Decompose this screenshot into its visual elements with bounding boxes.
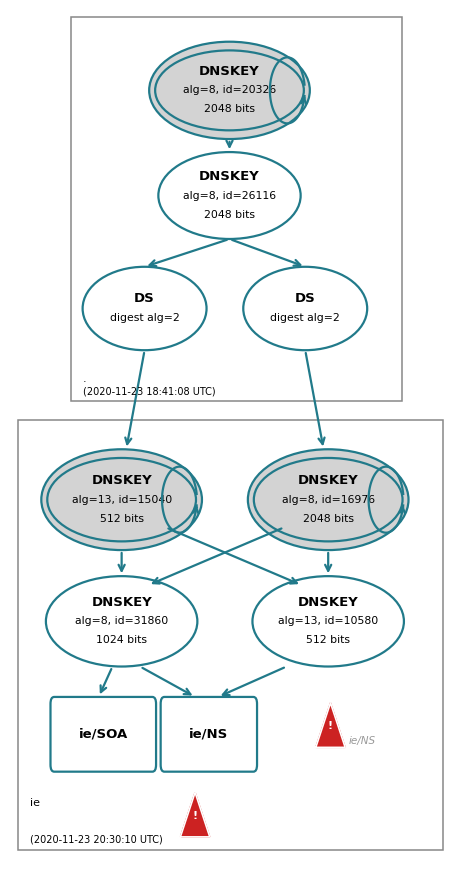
Ellipse shape	[41, 449, 202, 550]
Text: DNSKEY: DNSKEY	[91, 596, 152, 608]
Text: DS: DS	[295, 293, 316, 305]
FancyBboxPatch shape	[50, 697, 156, 772]
Text: 512 bits: 512 bits	[100, 514, 144, 524]
Text: ie/NS: ie/NS	[349, 736, 376, 746]
Bar	[18, 420, 443, 850]
Ellipse shape	[149, 42, 310, 139]
Bar	[71, 17, 402, 401]
Text: alg=13, id=15040: alg=13, id=15040	[72, 494, 172, 505]
Text: 1024 bits: 1024 bits	[96, 635, 147, 646]
Text: DNSKEY: DNSKEY	[298, 596, 358, 608]
Text: alg=8, id=31860: alg=8, id=31860	[75, 616, 168, 627]
Ellipse shape	[243, 267, 367, 350]
Text: DNSKEY: DNSKEY	[199, 170, 260, 182]
Text: 512 bits: 512 bits	[306, 635, 350, 646]
Text: 2048 bits: 2048 bits	[204, 104, 255, 115]
Text: 2048 bits: 2048 bits	[204, 209, 255, 220]
Ellipse shape	[83, 267, 207, 350]
Text: digest alg=2: digest alg=2	[270, 313, 340, 323]
Text: (2020-11-23 20:30:10 UTC): (2020-11-23 20:30:10 UTC)	[30, 835, 162, 845]
Ellipse shape	[252, 576, 404, 667]
Text: !: !	[192, 811, 198, 821]
Text: digest alg=2: digest alg=2	[110, 313, 179, 323]
Text: DNSKEY: DNSKEY	[298, 474, 358, 487]
Text: DNSKEY: DNSKEY	[91, 474, 152, 487]
Text: 2048 bits: 2048 bits	[302, 514, 354, 524]
Text: ie/NS: ie/NS	[189, 728, 229, 740]
Text: (2020-11-23 18:41:08 UTC): (2020-11-23 18:41:08 UTC)	[83, 387, 215, 396]
Text: DS: DS	[134, 293, 155, 305]
Text: !: !	[328, 721, 333, 732]
Text: .: .	[83, 375, 86, 384]
Ellipse shape	[46, 576, 197, 667]
Ellipse shape	[248, 449, 409, 550]
FancyBboxPatch shape	[161, 697, 257, 772]
Text: alg=13, id=10580: alg=13, id=10580	[278, 616, 378, 627]
Text: alg=8, id=16976: alg=8, id=16976	[282, 494, 375, 505]
Text: ie/SOA: ie/SOA	[78, 728, 128, 740]
Polygon shape	[316, 703, 345, 747]
Text: DNSKEY: DNSKEY	[199, 65, 260, 77]
Text: alg=8, id=20326: alg=8, id=20326	[183, 85, 276, 96]
Text: alg=8, id=26116: alg=8, id=26116	[183, 190, 276, 201]
Ellipse shape	[158, 152, 301, 239]
Polygon shape	[180, 793, 210, 837]
Text: ie: ie	[30, 799, 40, 808]
